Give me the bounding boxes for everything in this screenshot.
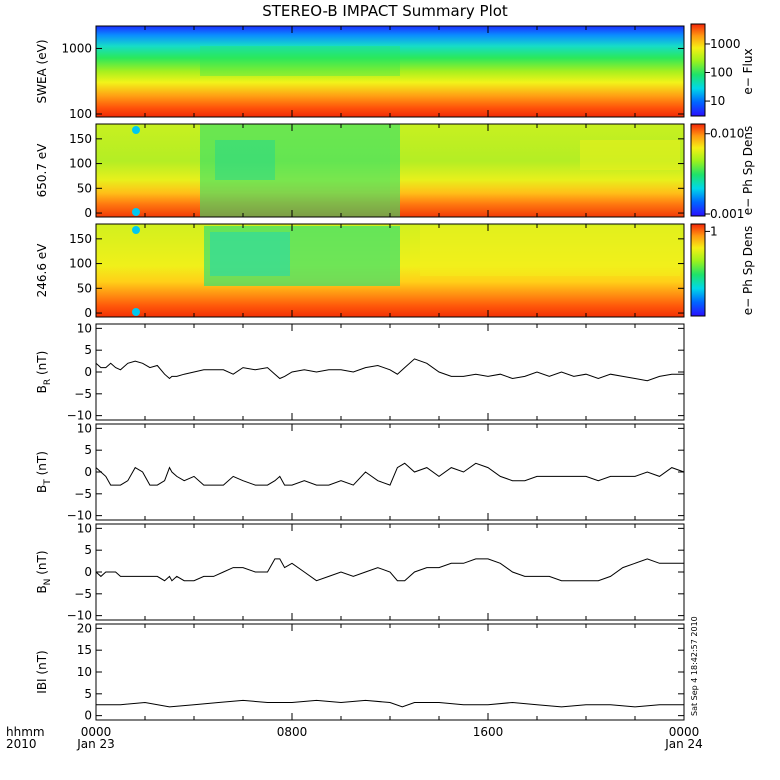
colorbar-0-tick-label-1: 100 — [710, 66, 733, 80]
colorbar-0-tick-label-0: 10 — [710, 94, 725, 108]
x-tick-label-0000: 0000 — [81, 725, 112, 739]
panel-4-frame — [95, 423, 685, 521]
panel-0-ytick-label-1: 1000 — [61, 41, 92, 55]
panel-4-ytick-label-4: 10 — [77, 421, 92, 435]
swea-flux-dip — [200, 46, 400, 76]
swea-flux-colorbar — [690, 23, 706, 117]
panel-4-ytick-label-0: −10 — [67, 509, 92, 523]
colorbar-2-tick-label-0: 1 — [710, 224, 718, 238]
panel-2-ytick-label-0: 0 — [84, 306, 92, 320]
x-tick-date-jan23: Jan 23 — [76, 737, 115, 751]
panel-4-series-line — [95, 462, 685, 486]
panel-6-ytick-label-2: 10 — [77, 665, 92, 679]
panel-5-ytick-label-1: −5 — [74, 587, 92, 601]
pa650-low-flux-core — [215, 140, 275, 180]
panel-6-ytick-label-4: 20 — [77, 621, 92, 635]
swea-spectrogram-fill — [96, 26, 684, 117]
panel-5-ytick-label-4: 10 — [77, 521, 92, 535]
panel-4-ylabel: BT (nT) — [35, 451, 53, 493]
panel-6-ylabel: IBI (nT) — [35, 650, 49, 693]
x-tick-date-jan24: Jan 24 — [664, 737, 703, 751]
pitch-angle-246-spectrogram — [96, 224, 684, 317]
panel-3-ytick-label-4: 10 — [77, 321, 92, 335]
panel-5-ytick-label-3: 5 — [84, 543, 92, 557]
x-tick-label-0800: 0800 — [277, 725, 308, 739]
colorbar-0-tick-label-2: 1000 — [710, 37, 741, 51]
pa650-colorbar — [690, 123, 706, 217]
panel-3-series-line — [95, 358, 684, 382]
pa246-data-gap-bottom — [132, 308, 140, 316]
pa650-data-gap-bottom — [132, 208, 140, 216]
plot-title: STEREO-B IMPACT Summary Plot — [262, 2, 508, 20]
panel-6-ytick-label-1: 5 — [84, 687, 92, 701]
panel-3-ytick-label-2: 0 — [84, 365, 92, 379]
x-corner-label-hhmm: hhmm — [6, 725, 45, 739]
x-tick-label-end-0000: 0000 — [669, 725, 700, 739]
pa650-band-east — [580, 140, 680, 170]
panel-0-ylabel: SWEA (eV) — [35, 39, 49, 103]
panel-1-ylabel: 650.7 eV — [35, 143, 49, 198]
panel-4-ytick-label-2: 0 — [84, 465, 92, 479]
panel-1-ytick-label-0: 0 — [84, 206, 92, 220]
pa246-low-flux-core — [210, 232, 290, 276]
panel-3-ylabel: BR (nT) — [35, 351, 53, 394]
swea-energy-spectrogram — [96, 26, 684, 117]
pa246-data-gap-top — [132, 226, 140, 234]
panel-1-ytick-label-2: 100 — [69, 157, 92, 171]
panel-1-ytick-label-3: 150 — [69, 132, 92, 146]
panel-2-ylabel: 246.6 eV — [35, 243, 49, 298]
panel-6-ytick-label-0: 0 — [84, 709, 92, 723]
colorbar-0-label: e− Flux — [741, 48, 755, 94]
panel-3-ytick-label-0: −10 — [67, 409, 92, 423]
panel-5-series-line — [95, 558, 684, 582]
pa650-data-gap-top — [132, 126, 140, 134]
panel-3-frame — [95, 323, 685, 421]
panel-5-ylabel: BN (nT) — [35, 550, 53, 593]
panel-2-ytick-label-3: 150 — [69, 232, 92, 246]
colorbar-1-tick-label-1: 0.010 — [710, 127, 744, 141]
panel-6-ytick-label-3: 15 — [77, 643, 92, 657]
pitch-angle-650-spectrogram — [96, 124, 684, 217]
panel-4-ytick-label-1: −5 — [74, 487, 92, 501]
panel-3-ytick-label-3: 5 — [84, 343, 92, 357]
colorbar-1-tick-label-0: 0.001 — [710, 207, 744, 221]
panel-5-ytick-label-2: 0 — [84, 565, 92, 579]
x-tick-label-1600: 1600 — [473, 725, 504, 739]
panel-1-ytick-label-1: 50 — [77, 181, 92, 195]
timestamp-stamp: Sat Sep 4 18:42:57 2010 — [690, 616, 699, 716]
panel-3-ytick-label-1: −5 — [74, 387, 92, 401]
panel-6-series-line — [96, 699, 684, 708]
panel-2-ytick-label-1: 50 — [77, 281, 92, 295]
x-corner-label-year: 2010 — [6, 737, 37, 751]
panel-0-ytick-label-0: 100 — [69, 107, 92, 121]
panel-5-ytick-label-0: −10 — [67, 609, 92, 623]
pa246-band-east — [420, 226, 680, 276]
pa246-colorbar — [690, 223, 706, 317]
panel-4-ytick-label-3: 5 — [84, 443, 92, 457]
panel-2-ytick-label-2: 100 — [69, 257, 92, 271]
colorbar-2-label: e− Ph Sp Dens — [741, 226, 755, 315]
colorbar-1-label: e− Ph Sp Dens — [741, 126, 755, 215]
